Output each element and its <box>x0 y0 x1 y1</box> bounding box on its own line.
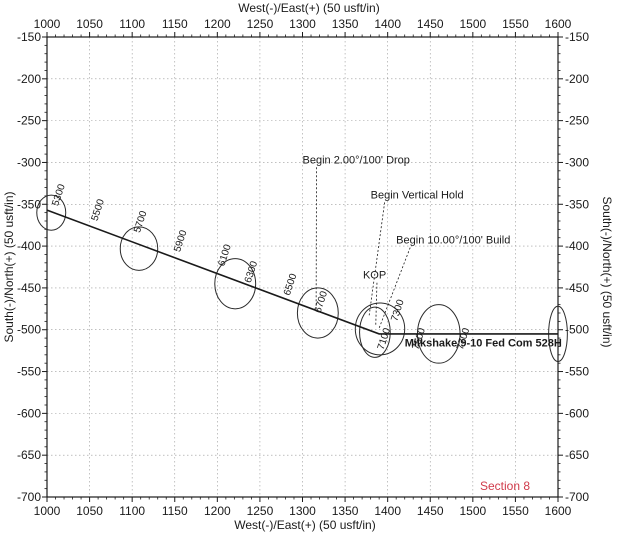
uncertainty-ellipse <box>119 226 159 271</box>
annotation-label: KOP <box>363 270 386 282</box>
uncertainty-ellipse <box>214 258 257 310</box>
uncertainty-ellipse <box>359 306 391 358</box>
x-tick-label-top: 1100 <box>119 17 145 31</box>
x-tick-label-bottom: 1250 <box>247 504 274 518</box>
y-tick-label-left: -550 <box>17 365 41 379</box>
uncertainty-ellipse <box>36 194 67 231</box>
md-label: 6100 <box>217 243 234 268</box>
well-name-label: Milkshake 9-10 Fed Com 528H <box>405 337 562 349</box>
x-tick-label-bottom: 1000 <box>34 504 61 518</box>
x-tick-label-bottom: 1450 <box>417 504 444 518</box>
y-tick-label-left: -600 <box>17 406 41 420</box>
md-label: 6300 <box>243 259 260 284</box>
x-axis-title-bottom: West(-)/East(+) (50 usft/in) <box>234 518 375 532</box>
x-tick-label-top: 1500 <box>459 17 486 31</box>
y-axis-title-right: South(-)/North(+) (50 usft/in) <box>600 196 614 347</box>
well-path-line <box>46 209 558 335</box>
x-tick-label-bottom: 1150 <box>162 504 188 518</box>
x-axis-title-top: West(-)/East(+) (50 usft/in) <box>238 1 379 15</box>
well-path <box>46 209 558 335</box>
annotation-leader <box>375 282 378 326</box>
md-label: 5700 <box>132 209 149 234</box>
md-label: 6500 <box>282 272 299 297</box>
section-label: Section 8 <box>480 479 530 493</box>
y-tick-label-left: -650 <box>17 448 41 462</box>
x-tick-label-top: 1250 <box>247 17 274 31</box>
y-tick-label-left: -300 <box>17 155 41 169</box>
grid-lines <box>46 36 559 498</box>
y-tick-label-right: -250 <box>565 114 589 128</box>
annotation-label: Begin 2.00°/100' Drop <box>303 154 410 166</box>
x-tick-label-bottom: 1600 <box>545 504 572 518</box>
x-tick-label-top: 1200 <box>204 17 231 31</box>
y-tick-label-right: -550 <box>565 365 589 379</box>
y-tick-label-left: -200 <box>17 72 41 86</box>
md-label: 5900 <box>172 228 189 253</box>
x-tick-label-top: 1350 <box>332 17 359 31</box>
x-tick-label-bottom: 1550 <box>502 504 529 518</box>
annotation-leader <box>368 202 386 318</box>
annotation-label: Begin 10.00°/100' Build <box>396 235 510 247</box>
annotation-label: Begin Vertical Hold <box>371 189 464 201</box>
uncertainty-ellipse <box>296 287 339 339</box>
axis-ticks: 1000 1000 1050 1050 1100 1100 1150 1150 1200 1200… <box>17 17 589 518</box>
md-label: 5300 <box>50 182 67 207</box>
x-tick-label-top: 1550 <box>502 17 529 31</box>
y-tick-label-right: -300 <box>565 155 589 169</box>
y-tick-label-right: -400 <box>565 239 589 253</box>
x-tick-label-bottom: 1100 <box>119 504 145 518</box>
y-axis-title-left: South(-)/North(+) (50 usft/in) <box>2 191 16 342</box>
x-tick-label-bottom: 1050 <box>76 504 103 518</box>
x-tick-label-bottom: 1350 <box>332 504 359 518</box>
y-tick-label-right: -200 <box>565 72 589 86</box>
y-tick-label-right: -700 <box>565 490 589 504</box>
md-label: 5500 <box>90 197 107 222</box>
x-tick-label-top: 1000 <box>34 17 61 31</box>
uncertainty-ellipse <box>354 302 406 356</box>
md-label: 6700 <box>313 289 330 314</box>
x-tick-label-top: 1450 <box>417 17 444 31</box>
y-tick-label-left: -150 <box>17 30 41 44</box>
x-tick-label-top: 1400 <box>374 17 401 31</box>
y-tick-label-left: -400 <box>17 239 41 253</box>
y-tick-label-right: -350 <box>565 197 589 211</box>
y-tick-label-left: -700 <box>17 490 41 504</box>
x-tick-label-bottom: 1400 <box>374 504 401 518</box>
x-tick-label-bottom: 1300 <box>289 504 316 518</box>
y-tick-label-left: -250 <box>17 114 41 128</box>
x-tick-label-top: 1300 <box>289 17 316 31</box>
y-tick-label-left: -450 <box>17 281 41 295</box>
y-tick-label-left: -500 <box>17 323 41 337</box>
md-label: 7100 <box>376 326 393 351</box>
y-tick-label-left: -350 <box>17 197 41 211</box>
y-tick-label-right: -450 <box>565 281 589 295</box>
y-tick-label-right: -600 <box>565 406 589 420</box>
annotations: Begin 2.00°/100' Drop Begin Vertical Hold… <box>303 154 510 329</box>
y-tick-label-right: -650 <box>565 448 589 462</box>
md-labels: 5300 5500 5700 5900 6100 6300 6500 6700 7100 7300… <box>50 182 472 351</box>
y-tick-label-right: -500 <box>565 323 589 337</box>
x-tick-label-top: 1600 <box>545 17 572 31</box>
md-label: 7300 <box>389 298 406 323</box>
x-tick-label-bottom: 1500 <box>459 504 486 518</box>
x-tick-label-top: 1050 <box>76 17 103 31</box>
x-tick-label-top: 1150 <box>162 17 188 31</box>
y-tick-label-right: -150 <box>565 30 589 44</box>
x-tick-label-bottom: 1200 <box>204 504 231 518</box>
